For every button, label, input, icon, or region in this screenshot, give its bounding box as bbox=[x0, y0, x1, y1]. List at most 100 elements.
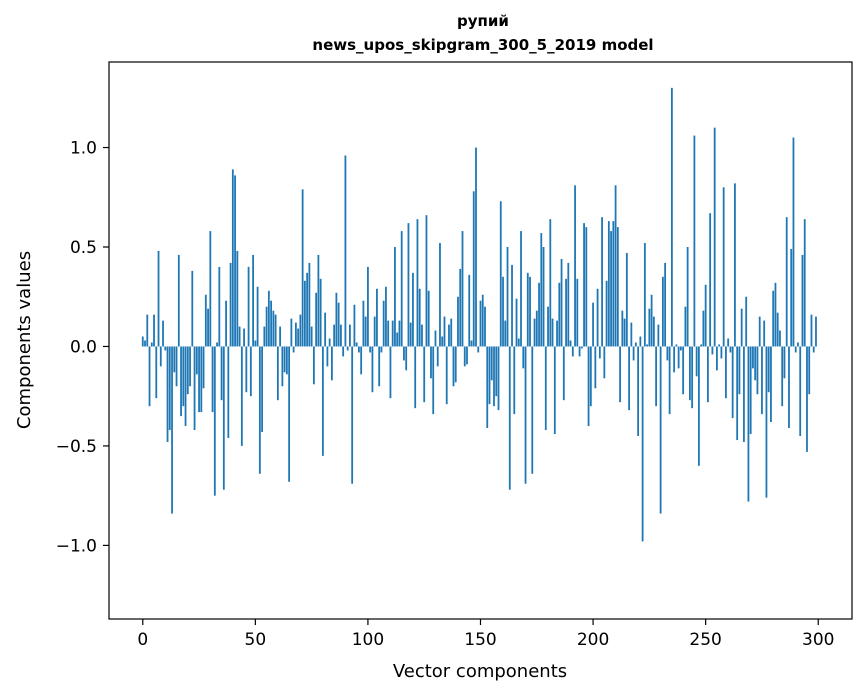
bar bbox=[625, 252, 628, 347]
y-tick-label: −1.0 bbox=[56, 536, 97, 556]
bar bbox=[292, 346, 295, 353]
bar bbox=[725, 346, 727, 399]
bar bbox=[630, 322, 633, 347]
bar bbox=[648, 308, 651, 347]
bar bbox=[256, 286, 259, 347]
bar bbox=[711, 346, 714, 355]
bar bbox=[373, 316, 376, 347]
bar bbox=[734, 183, 736, 347]
bar bbox=[261, 346, 263, 433]
bar bbox=[535, 310, 538, 347]
bar bbox=[229, 262, 232, 347]
bar bbox=[583, 223, 585, 347]
bar bbox=[754, 346, 757, 381]
bar bbox=[704, 284, 707, 347]
bar bbox=[412, 272, 414, 347]
bar bbox=[225, 300, 227, 347]
bar bbox=[189, 346, 191, 387]
bar bbox=[472, 191, 475, 347]
bar bbox=[243, 328, 245, 347]
bar bbox=[155, 346, 158, 399]
bar bbox=[353, 304, 356, 347]
bar bbox=[220, 346, 223, 401]
bar bbox=[506, 247, 509, 347]
bar bbox=[301, 189, 304, 347]
bar bbox=[508, 346, 511, 490]
bar bbox=[445, 346, 448, 405]
bar bbox=[421, 324, 423, 347]
bar bbox=[628, 346, 630, 411]
bar bbox=[812, 346, 815, 353]
bar bbox=[756, 346, 759, 395]
bar bbox=[488, 346, 491, 405]
bar bbox=[688, 346, 691, 401]
bar bbox=[452, 346, 455, 387]
bar bbox=[589, 346, 592, 407]
bar bbox=[682, 346, 685, 395]
bar bbox=[182, 346, 185, 407]
bar bbox=[321, 346, 324, 456]
bar bbox=[763, 320, 766, 347]
bar bbox=[186, 346, 189, 395]
bar bbox=[382, 300, 385, 347]
bar bbox=[801, 254, 804, 347]
bar bbox=[270, 300, 273, 347]
bar bbox=[157, 250, 160, 347]
bar bbox=[562, 346, 565, 401]
bar bbox=[607, 221, 610, 347]
bar bbox=[171, 346, 173, 514]
bar bbox=[312, 346, 315, 385]
bar bbox=[767, 346, 770, 393]
bar bbox=[391, 320, 394, 347]
bar bbox=[281, 346, 284, 387]
bar bbox=[308, 262, 311, 347]
bar bbox=[765, 346, 768, 498]
bar bbox=[146, 314, 149, 347]
bar bbox=[443, 316, 446, 347]
bar bbox=[294, 322, 297, 347]
bar bbox=[297, 328, 300, 347]
bar bbox=[396, 332, 399, 347]
bar bbox=[274, 314, 277, 347]
y-tick-label: 0.5 bbox=[70, 238, 97, 258]
bar bbox=[216, 342, 218, 347]
bar bbox=[601, 217, 603, 347]
bar bbox=[432, 346, 435, 415]
bar bbox=[441, 336, 444, 347]
bar bbox=[731, 346, 734, 419]
bar bbox=[661, 276, 664, 347]
bar bbox=[457, 296, 459, 347]
bar bbox=[569, 340, 572, 347]
x-tick-label: 200 bbox=[577, 630, 609, 650]
bar bbox=[612, 221, 615, 347]
bar bbox=[797, 342, 799, 347]
bar bbox=[779, 330, 781, 347]
bar bbox=[394, 247, 396, 347]
x-tick-label: 50 bbox=[245, 630, 267, 650]
bar bbox=[461, 231, 464, 347]
bar bbox=[790, 248, 793, 347]
bar bbox=[684, 306, 687, 347]
bar bbox=[454, 346, 457, 383]
bar bbox=[736, 346, 739, 440]
bar bbox=[553, 346, 556, 434]
bar bbox=[175, 346, 178, 387]
bar bbox=[227, 346, 230, 438]
bar bbox=[285, 346, 288, 375]
bar bbox=[727, 338, 730, 347]
bar bbox=[718, 344, 721, 347]
bar bbox=[794, 346, 797, 353]
bar bbox=[531, 346, 534, 474]
bar bbox=[290, 318, 293, 347]
bar bbox=[470, 340, 473, 347]
bar bbox=[231, 169, 234, 347]
bar bbox=[173, 346, 176, 373]
bar bbox=[331, 346, 333, 381]
bar bbox=[610, 231, 612, 347]
bar bbox=[513, 346, 516, 415]
bar bbox=[371, 346, 374, 393]
bar bbox=[598, 346, 601, 359]
bar bbox=[749, 346, 752, 434]
bar bbox=[707, 346, 709, 403]
bar bbox=[560, 258, 563, 347]
